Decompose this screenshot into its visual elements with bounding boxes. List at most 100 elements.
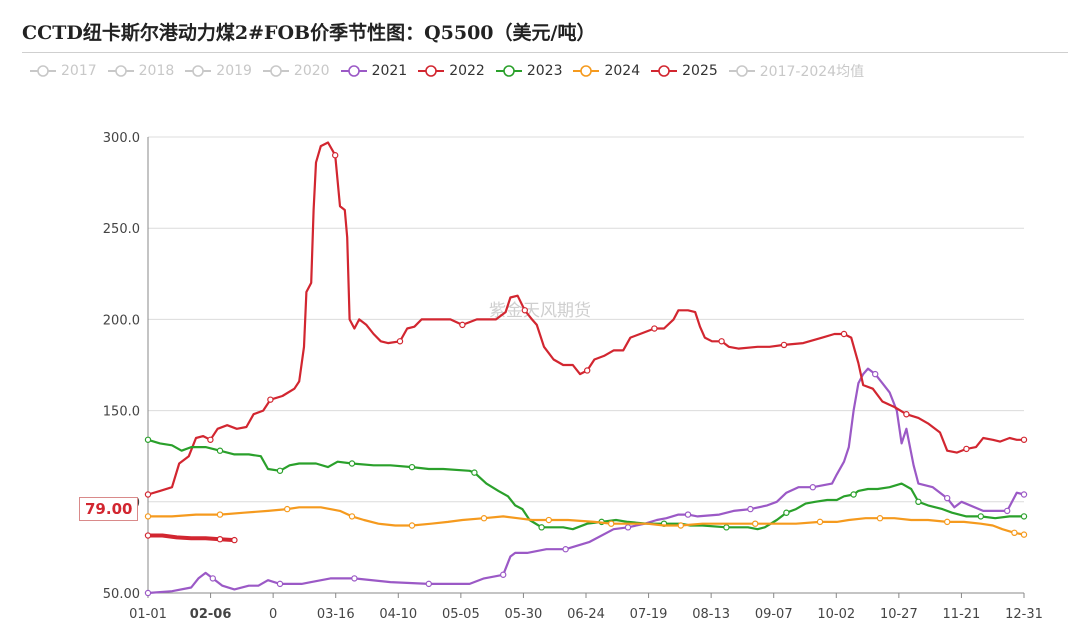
x-tick-label: 05-30: [505, 607, 543, 622]
x-tick-label: 06-24: [567, 607, 605, 622]
data-point-2024: [408, 522, 416, 529]
data-point-2021: [209, 575, 216, 582]
legend-label: 2020: [293, 63, 330, 79]
data-point-2024: [1020, 531, 1028, 538]
x-tick-label: 10-02: [817, 607, 855, 622]
data-point-2022: [459, 321, 466, 329]
x-tick-label: 01-01: [129, 607, 167, 622]
data-point-2021: [624, 524, 632, 531]
legend-marker-icon: [418, 65, 445, 77]
data-point-2021: [1020, 491, 1028, 498]
data-point-2021: [425, 580, 432, 588]
data-point-2024: [677, 522, 685, 529]
data-point-2024: [284, 505, 291, 513]
data-point-2021: [500, 571, 507, 578]
data-point-2024: [608, 520, 615, 527]
data-point-2024: [876, 515, 884, 522]
chart-legend: 2017 2018 2019 2020 2021 2022 2023 2024 2025 2017…: [30, 60, 875, 82]
data-point-2022: [651, 325, 658, 332]
legend-marker-icon: [651, 65, 678, 77]
y-tick-label: 50.00: [103, 587, 140, 602]
data-point-2023: [850, 491, 857, 498]
legend-item-2025[interactable]: 2025: [651, 63, 718, 79]
x-tick-label: 08-13: [692, 607, 730, 622]
data-point-2024: [348, 513, 356, 520]
x-tick-label: 10-27: [880, 607, 918, 622]
data-point-2024: [545, 516, 553, 524]
legend-item-2018[interactable]: 2018: [107, 63, 175, 79]
legend-marker-icon: [185, 65, 212, 77]
legend-label: 2021: [371, 63, 408, 79]
y-tick-label: 250.0: [103, 222, 140, 237]
legend-item-2020[interactable]: 2020: [262, 63, 330, 79]
x-tick-label: 09-07: [755, 607, 793, 622]
y-tick-label: 200.0: [103, 313, 140, 328]
data-point-2021: [1004, 507, 1011, 515]
title-divider: [22, 52, 1068, 53]
data-point-2022: [903, 411, 910, 418]
legend-item-2023[interactable]: 2023: [495, 63, 562, 79]
data-point-2025: [144, 532, 152, 539]
data-point-2025: [231, 536, 238, 544]
data-point-2021: [562, 546, 569, 553]
series-line-2022: [146, 141, 1026, 496]
data-point-2022: [584, 367, 591, 374]
data-point-2022: [718, 338, 725, 345]
data-point-2022: [207, 436, 214, 443]
legend-item-2017-2024均值[interactable]: 2017-2024均值: [728, 61, 864, 81]
data-point-2024: [216, 511, 224, 518]
data-point-2024: [752, 520, 759, 527]
data-point-2022: [963, 445, 970, 453]
data-point-2021: [872, 370, 879, 378]
data-point-2021: [276, 580, 284, 588]
data-point-2023: [144, 436, 152, 443]
legend-item-2019[interactable]: 2019: [185, 63, 252, 79]
data-point-2023: [348, 460, 356, 467]
y-tick-label: 300.0: [103, 131, 140, 146]
legend-label: 2017: [61, 63, 97, 79]
data-point-2024: [944, 518, 951, 526]
chart-title: CCTD纽卡斯尔港动力煤2#FOB价季节性图：Q5500（美元/吨）: [22, 22, 596, 44]
legend-label: 2019: [216, 63, 252, 79]
legend-item-2017[interactable]: 2017: [30, 63, 97, 79]
data-point-2023: [723, 524, 730, 531]
legend-marker-icon: [262, 65, 289, 77]
watermark-text: 紫金天风期货: [489, 301, 591, 321]
legend-label: 2018: [138, 63, 175, 79]
data-point-2022: [1020, 436, 1028, 443]
x-tick-label: 05-05: [442, 607, 480, 622]
data-point-2021: [144, 589, 152, 597]
data-point-2023: [471, 469, 478, 476]
legend-item-2021[interactable]: 2021: [340, 63, 408, 79]
series-line-2023: [146, 438, 1026, 531]
legend-label: 2024: [604, 63, 641, 79]
legend-marker-icon: [573, 65, 600, 77]
current-value-badge: 79.00: [79, 497, 139, 521]
data-point-2023: [1020, 513, 1028, 520]
data-point-2023: [977, 513, 985, 520]
data-point-2022: [144, 491, 152, 498]
legend-item-2022[interactable]: 2022: [418, 63, 485, 79]
legend-marker-icon: [107, 65, 134, 77]
x-tick-label: 03-16: [317, 607, 355, 622]
tick-labels: 50.00100.0150.0200.0250.0300.001-0102-06…: [103, 131, 1043, 622]
data-point-2024: [480, 515, 488, 522]
data-point-2023: [408, 463, 416, 471]
data-point-2024: [144, 513, 152, 520]
axes: [147, 137, 1025, 598]
x-tick-label: 04-10: [379, 607, 417, 622]
legend-label: 2022: [449, 63, 485, 79]
x-tick-label: 02-06: [190, 607, 232, 622]
legend-item-2024[interactable]: 2024: [573, 63, 640, 79]
data-point-2022: [840, 330, 848, 338]
legend-label: 2025: [682, 63, 718, 79]
data-point-2021: [747, 505, 754, 513]
series-lines: [144, 141, 1028, 597]
y-tick-label: 150.0: [103, 405, 140, 420]
x-tick-label: 07-19: [630, 607, 668, 622]
data-point-2022: [396, 338, 404, 345]
data-point-2021: [684, 511, 692, 518]
data-point-2021: [809, 484, 817, 491]
grid-lines: [148, 136, 1024, 503]
data-point-2024: [816, 518, 824, 526]
